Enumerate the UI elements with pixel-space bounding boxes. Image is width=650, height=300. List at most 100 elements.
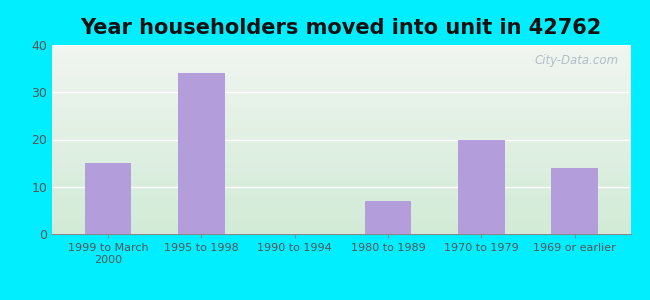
Bar: [52, 85, 630, 87]
Bar: [52, 137, 630, 138]
Bar: [52, 112, 630, 113]
Bar: [52, 195, 630, 196]
Bar: [52, 123, 630, 124]
Bar: [52, 196, 630, 197]
Bar: [52, 71, 630, 72]
Bar: [52, 73, 630, 74]
Bar: [52, 223, 630, 224]
Bar: [52, 151, 630, 152]
Bar: [52, 213, 630, 214]
Title: Year householders moved into unit in 42762: Year householders moved into unit in 427…: [81, 18, 602, 38]
Bar: [52, 148, 630, 149]
Bar: [52, 209, 630, 210]
Bar: [52, 97, 630, 98]
Bar: [52, 110, 630, 111]
Bar: [52, 85, 630, 86]
Bar: [52, 185, 630, 186]
Bar: [52, 115, 630, 116]
Bar: [52, 188, 630, 189]
Bar: [52, 163, 630, 164]
Bar: [52, 65, 630, 66]
Bar: [52, 160, 630, 161]
Bar: [52, 159, 630, 160]
Bar: [52, 149, 630, 150]
Bar: [52, 113, 630, 114]
Bar: [52, 147, 630, 148]
Bar: [52, 93, 630, 94]
Bar: [52, 114, 630, 115]
Bar: [52, 91, 630, 92]
Bar: [52, 207, 630, 208]
Bar: [52, 172, 630, 173]
Bar: [52, 210, 630, 211]
Bar: [52, 131, 630, 132]
Bar: [52, 146, 630, 147]
Bar: [52, 212, 630, 213]
Bar: [52, 200, 630, 201]
Bar: [52, 54, 630, 56]
Bar: [52, 63, 630, 64]
Bar: [52, 165, 630, 166]
Bar: [52, 202, 630, 203]
Bar: [52, 198, 630, 199]
Bar: [52, 219, 630, 220]
Bar: [52, 104, 630, 106]
Bar: [52, 68, 630, 69]
Bar: [52, 228, 630, 229]
Bar: [52, 189, 630, 190]
Bar: [52, 221, 630, 222]
Bar: [52, 166, 630, 167]
Bar: [52, 92, 630, 93]
Bar: [52, 182, 630, 183]
Bar: [52, 102, 630, 103]
Bar: [52, 75, 630, 76]
Bar: [52, 51, 630, 52]
Bar: [52, 120, 630, 121]
Bar: [52, 169, 630, 170]
Bar: [52, 94, 630, 95]
Bar: [52, 133, 630, 134]
Bar: [52, 156, 630, 157]
Bar: [52, 87, 630, 88]
Bar: [52, 61, 630, 62]
Bar: [52, 162, 630, 163]
Bar: [52, 190, 630, 191]
Bar: [52, 66, 630, 67]
Bar: [52, 204, 630, 205]
Bar: [52, 170, 630, 171]
Bar: [52, 72, 630, 74]
Bar: [52, 117, 630, 118]
Bar: [52, 179, 630, 180]
Bar: [52, 125, 630, 126]
Bar: [52, 141, 630, 142]
Bar: [52, 127, 630, 128]
Bar: [52, 161, 630, 162]
Bar: [52, 121, 630, 122]
Bar: [52, 126, 630, 127]
Bar: [52, 139, 630, 140]
Bar: [52, 157, 630, 158]
Bar: [52, 116, 630, 117]
Bar: [52, 124, 630, 125]
Bar: [52, 57, 630, 58]
Bar: [52, 187, 630, 188]
Bar: [52, 211, 630, 212]
Bar: [52, 186, 630, 187]
Bar: [52, 206, 630, 207]
Bar: [52, 129, 630, 130]
Bar: [52, 214, 630, 215]
Bar: [52, 53, 630, 54]
Bar: [52, 49, 630, 50]
Bar: [52, 233, 630, 234]
Bar: [52, 56, 630, 57]
Bar: [52, 218, 630, 219]
Bar: [52, 199, 630, 200]
Bar: [52, 191, 630, 192]
Bar: [52, 76, 630, 77]
Bar: [52, 192, 630, 194]
Bar: [52, 89, 630, 90]
Bar: [458, 140, 504, 234]
Bar: [52, 220, 630, 221]
Bar: [365, 201, 411, 234]
Bar: [52, 95, 630, 96]
